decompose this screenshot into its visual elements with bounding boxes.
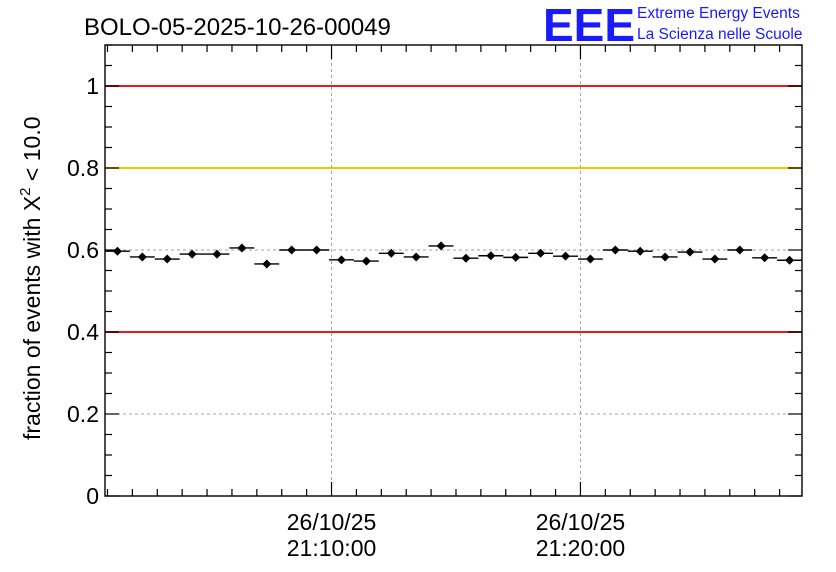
y-tick-label: 0.2 — [67, 401, 99, 427]
chart-title: BOLO-05-2025-10-26-00049 — [84, 14, 391, 41]
x-tick-label-date: 26/10/25 — [536, 509, 626, 535]
data-marker — [710, 254, 720, 264]
data-marker — [287, 245, 297, 255]
data-points — [105, 241, 802, 269]
data-point — [229, 243, 255, 253]
data-marker — [237, 243, 247, 253]
data-marker — [336, 255, 346, 265]
data-point — [528, 248, 554, 258]
data-marker — [162, 254, 172, 264]
data-point — [403, 252, 429, 262]
data-point — [279, 245, 305, 255]
y-tick-label: 0.8 — [67, 155, 99, 181]
logo-line-2: La Scienza nelle Scuole — [637, 26, 802, 43]
data-point — [254, 259, 280, 269]
x-tick-label-date: 26/10/25 — [287, 509, 377, 535]
logo-line-1: Extreme Energy Events — [637, 5, 800, 22]
data-marker — [436, 241, 446, 251]
y-tick-label: 0.4 — [67, 319, 99, 345]
data-point — [503, 252, 529, 262]
data-marker — [585, 254, 595, 264]
axis-ticks — [105, 44, 802, 497]
data-marker — [561, 251, 571, 261]
data-point — [553, 251, 578, 261]
data-marker — [785, 255, 795, 265]
data-point — [478, 251, 504, 261]
grid-lines — [105, 45, 802, 496]
data-point — [129, 252, 155, 262]
data-point — [204, 249, 230, 259]
data-marker — [411, 252, 421, 262]
data-point — [777, 255, 802, 265]
data-point — [602, 245, 628, 255]
plot-frame — [104, 44, 803, 497]
data-point — [727, 245, 753, 255]
data-point — [652, 252, 678, 262]
y-tick-label: 1 — [86, 73, 99, 99]
data-point — [752, 253, 778, 263]
data-point — [304, 245, 330, 255]
data-point — [154, 254, 180, 264]
data-point — [329, 255, 354, 265]
data-marker — [312, 245, 322, 255]
y-tick-labels: 0 0.2 0.4 0.6 0.8 1 — [67, 73, 99, 509]
data-point — [353, 256, 379, 266]
data-marker — [137, 252, 147, 262]
data-marker — [112, 246, 122, 256]
data-marker — [486, 251, 496, 261]
data-marker — [361, 256, 371, 266]
data-marker — [212, 249, 222, 259]
data-marker — [536, 248, 546, 258]
data-marker — [386, 248, 396, 258]
data-point — [702, 254, 728, 264]
data-marker — [685, 247, 695, 257]
data-marker — [461, 253, 471, 263]
y-tick-label: 0 — [86, 483, 99, 509]
data-marker — [610, 245, 620, 255]
data-point — [577, 254, 603, 264]
y-tick-label: 0.6 — [67, 237, 99, 263]
eee-logo: EEE Extreme Energy Events La Scienza nel… — [543, 0, 802, 51]
data-point — [105, 246, 130, 256]
data-point — [677, 247, 703, 257]
data-point — [179, 249, 205, 259]
data-marker — [660, 252, 670, 262]
y-axis-label-main: fraction of events with X — [19, 196, 45, 440]
y-axis-label-superscript: 2 — [17, 187, 34, 195]
x-tick-label-time: 21:10:00 — [287, 535, 377, 561]
data-point — [428, 241, 454, 251]
y-axis-label: fraction of events with X2 < 10.0 — [17, 116, 45, 440]
data-point — [627, 246, 653, 256]
data-marker — [760, 253, 770, 263]
data-point — [378, 248, 404, 258]
y-axis-label-suffix: < 10.0 — [19, 116, 45, 187]
reference-lines — [105, 85, 802, 333]
logo-letters: EEE — [543, 0, 635, 51]
data-point — [453, 253, 479, 263]
data-marker — [735, 245, 745, 255]
data-marker — [187, 249, 197, 259]
x-tick-label-time: 21:20:00 — [536, 535, 626, 561]
data-marker — [635, 246, 645, 256]
data-marker — [511, 252, 521, 262]
data-marker — [262, 259, 272, 269]
